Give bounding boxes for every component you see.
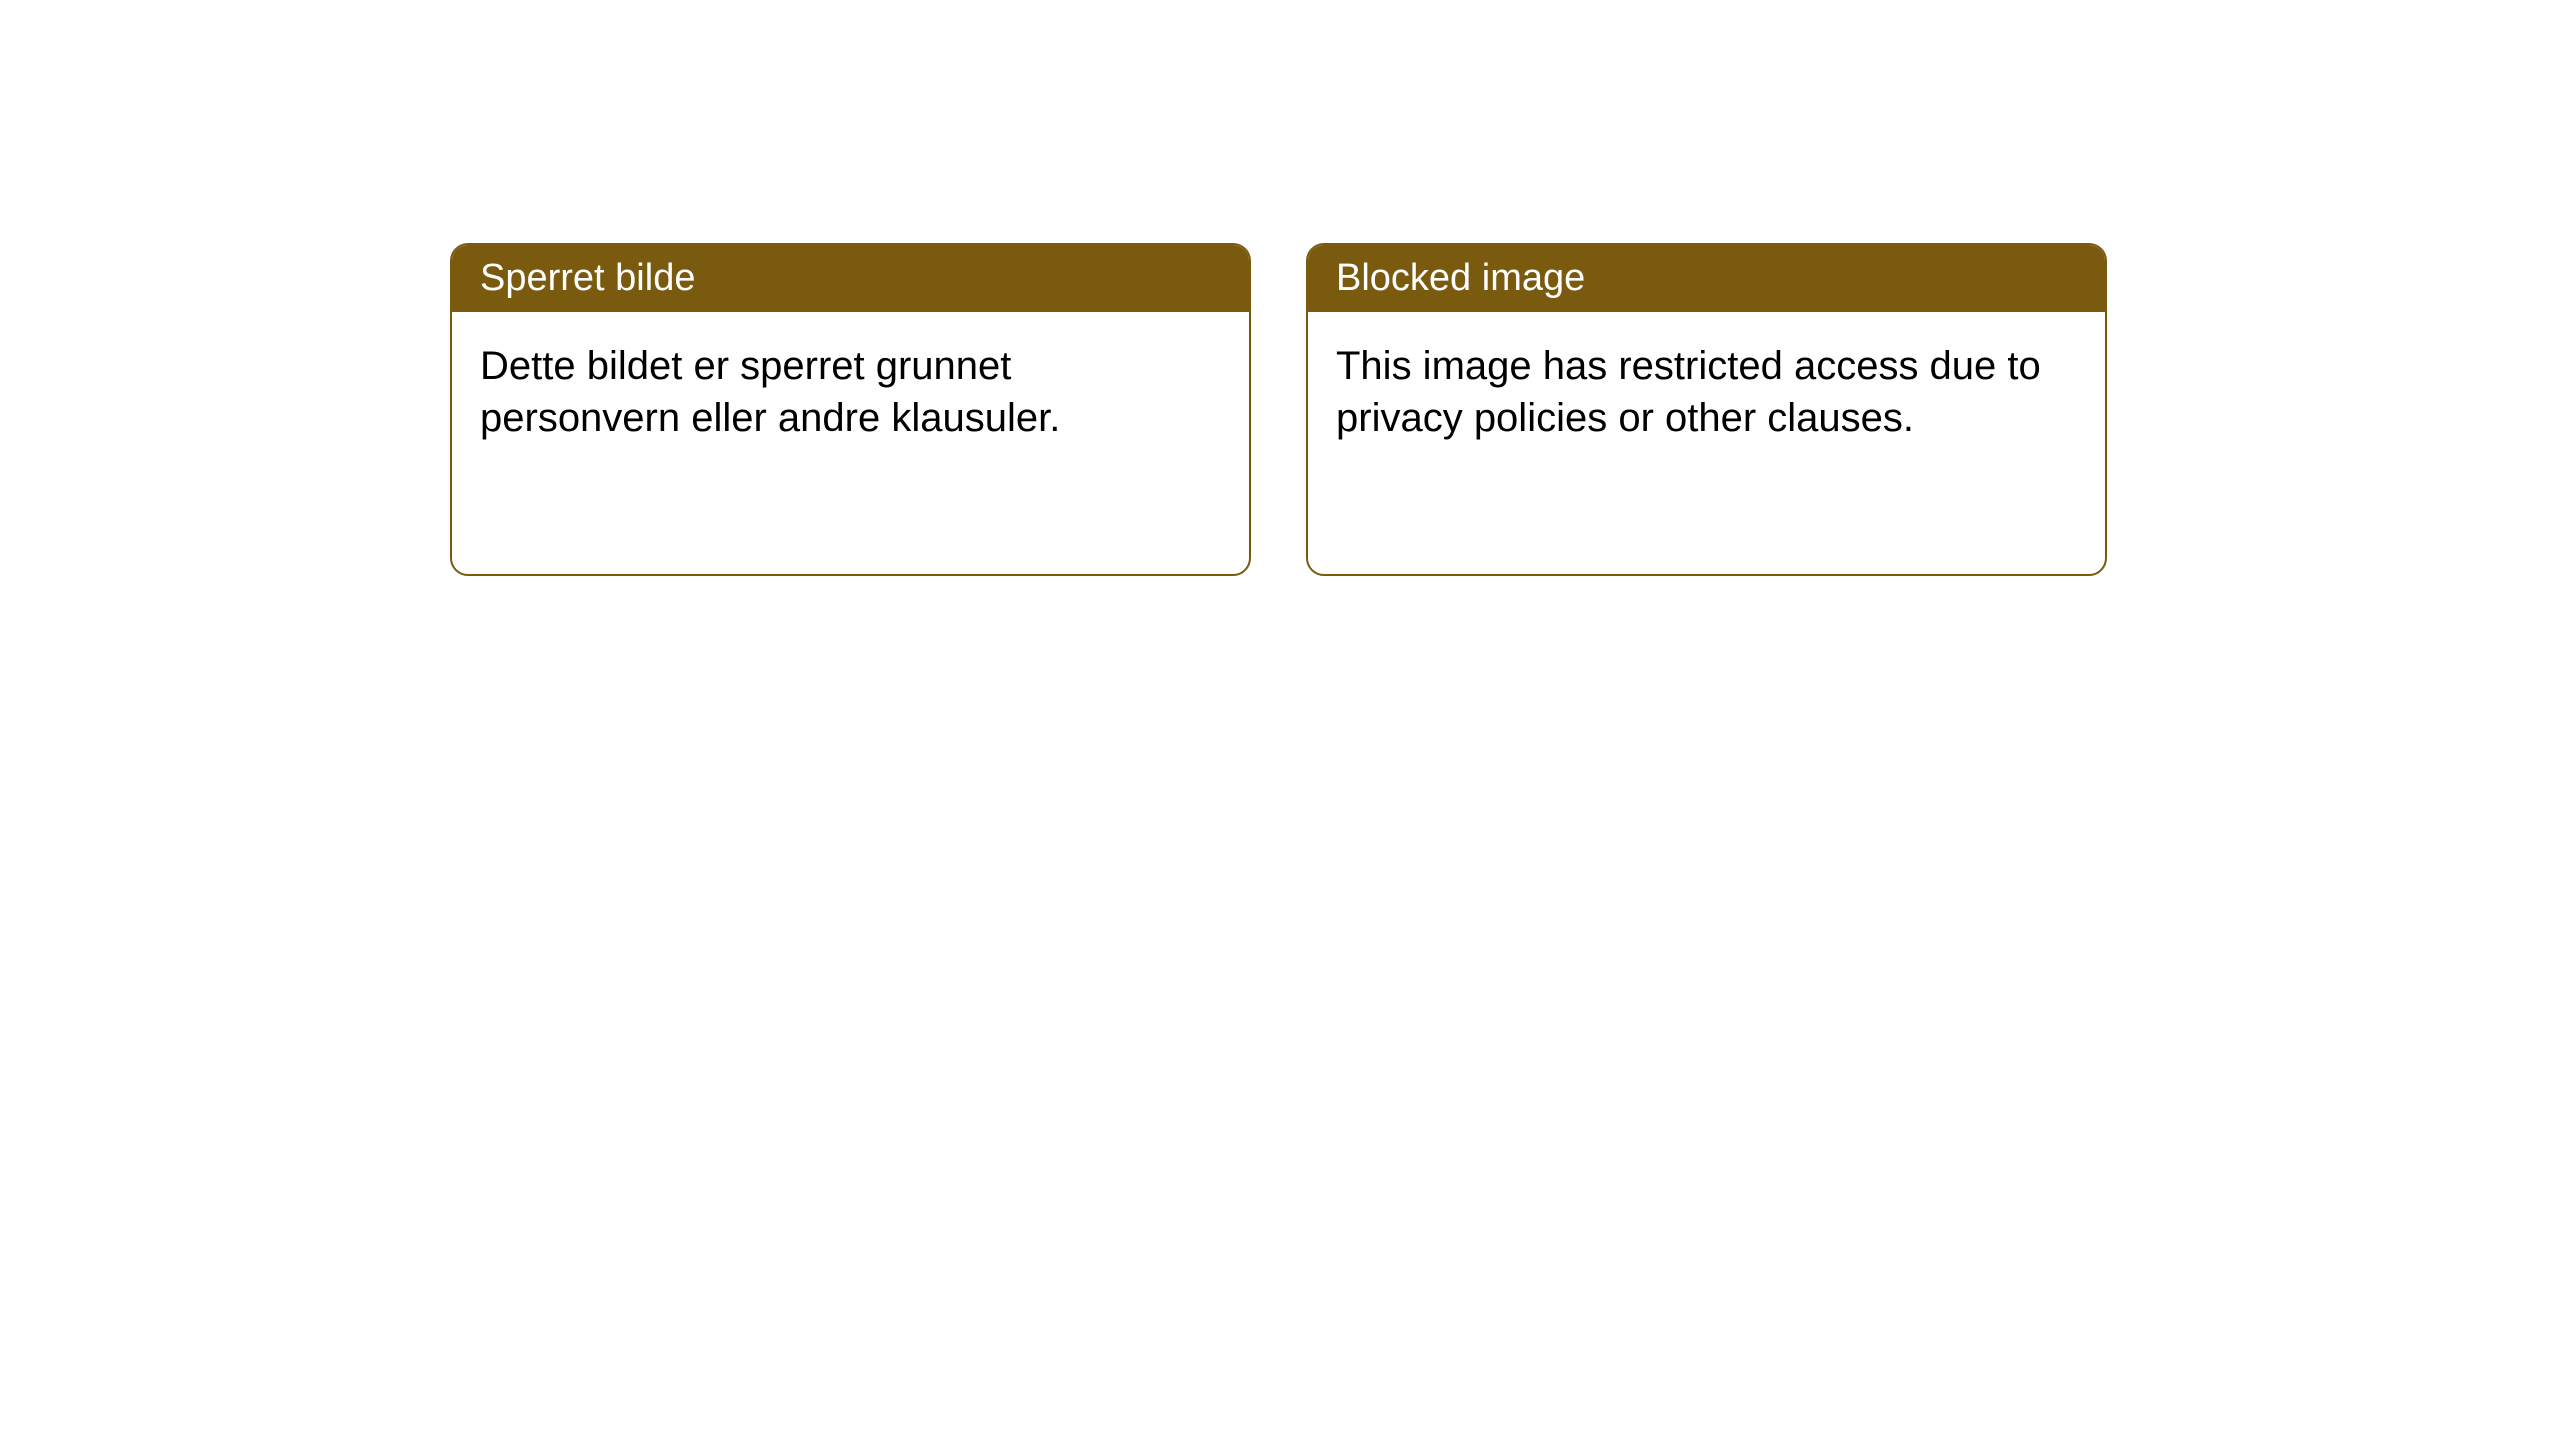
card-header-text: Blocked image — [1336, 257, 1585, 299]
card-body-text: Dette bildet er sperret grunnet personve… — [480, 344, 1060, 440]
card-header-text: Sperret bilde — [480, 257, 695, 299]
card-body-norwegian: Dette bildet er sperret grunnet personve… — [452, 312, 1249, 472]
cards-container: Sperret bilde Dette bildet er sperret gr… — [450, 243, 2107, 576]
card-norwegian: Sperret bilde Dette bildet er sperret gr… — [450, 243, 1251, 576]
card-header-norwegian: Sperret bilde — [452, 245, 1249, 312]
card-english: Blocked image This image has restricted … — [1306, 243, 2107, 576]
card-body-english: This image has restricted access due to … — [1308, 312, 2105, 472]
card-body-text: This image has restricted access due to … — [1336, 344, 2041, 440]
card-header-english: Blocked image — [1308, 245, 2105, 312]
